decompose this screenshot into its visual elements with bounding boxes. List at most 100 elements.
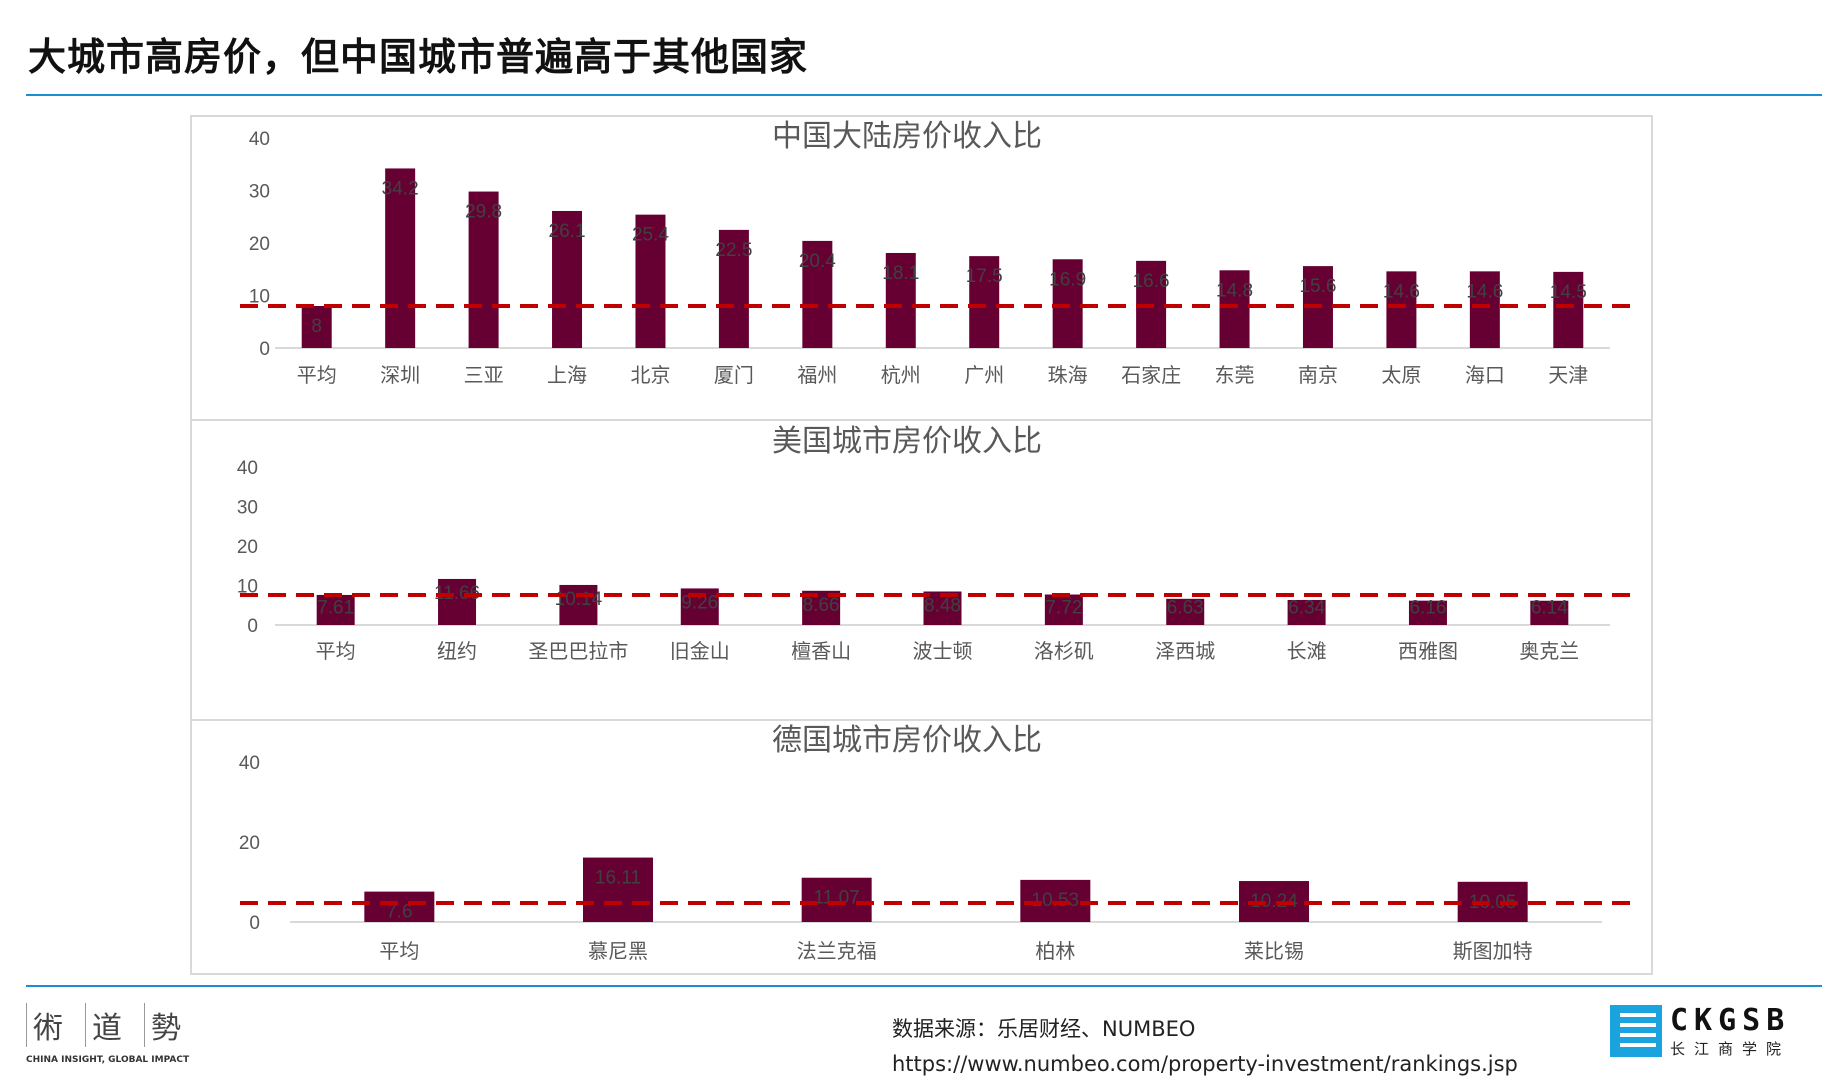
panel-divider <box>190 719 1653 721</box>
source-url[interactable]: https://www.numbeo.com/property-investme… <box>892 1052 1518 1076</box>
y-tick-label: 0 <box>259 339 270 360</box>
category-label: 泽西城 <box>1155 639 1215 663</box>
left-logo: 術 道 勢 CHINA INSIGHT, GLOBAL IMPACT <box>26 1003 206 1073</box>
data-label: 34.2 <box>382 178 419 199</box>
category-label: 石家庄 <box>1121 363 1181 387</box>
header-divider <box>26 94 1822 96</box>
category-label: 太原 <box>1381 363 1421 387</box>
chart-title: 美国城市房价收入比 <box>772 424 1042 459</box>
category-label: 长滩 <box>1287 639 1327 663</box>
data-label: 16.6 <box>1133 271 1170 292</box>
category-label: 东莞 <box>1215 363 1255 387</box>
category-label: 上海 <box>547 363 587 387</box>
ckgsb-mark-icon <box>1610 1005 1662 1057</box>
bar <box>438 578 477 625</box>
data-label: 16.11 <box>595 868 641 889</box>
data-label: 11.07 <box>814 888 860 909</box>
category-label: 杭州 <box>881 363 921 387</box>
logo-tagline: CHINA INSIGHT, GLOBAL IMPACT <box>26 1055 190 1065</box>
bar <box>385 168 416 348</box>
data-label: 25.4 <box>632 225 669 246</box>
bar <box>718 229 749 348</box>
category-label: 厦门 <box>714 363 754 387</box>
category-label: 平均 <box>297 363 337 387</box>
bar <box>468 191 499 348</box>
category-label: 旧金山 <box>670 639 730 663</box>
data-label: 17.5 <box>966 266 1003 287</box>
data-label: 20.4 <box>799 251 836 272</box>
panel-divider <box>190 419 1653 421</box>
category-label: 斯图加特 <box>1453 939 1533 963</box>
data-label: 10.14 <box>555 589 603 610</box>
y-tick-label: 30 <box>237 498 258 519</box>
bar <box>969 256 1000 348</box>
category-label: 深圳 <box>380 363 420 387</box>
bar <box>583 857 653 922</box>
category-label: 珠海 <box>1048 363 1088 387</box>
bar <box>1166 598 1205 625</box>
bar <box>301 306 332 348</box>
category-label: 檀香山 <box>791 639 851 663</box>
bar <box>1469 271 1500 348</box>
y-tick-label: 20 <box>249 234 270 255</box>
logo-char: 道 <box>85 1003 122 1047</box>
data-label: 6.16 <box>1409 597 1446 618</box>
data-label: 8.48 <box>924 596 961 617</box>
category-label: 平均 <box>379 939 419 963</box>
footer-divider <box>26 985 1822 987</box>
data-label: 7.6 <box>386 902 412 923</box>
y-tick-label: 40 <box>239 753 260 774</box>
bar <box>1044 594 1083 625</box>
data-label: 7.72 <box>1045 597 1082 618</box>
data-label: 10.53 <box>1032 890 1080 911</box>
logo-char: 術 <box>26 1003 63 1047</box>
bar <box>1020 879 1091 922</box>
data-label: 14.6 <box>1383 281 1420 302</box>
y-tick-label: 10 <box>237 577 258 598</box>
bar <box>885 252 916 348</box>
bar <box>1386 271 1417 348</box>
bar <box>559 584 598 625</box>
category-label: 南京 <box>1298 363 1338 387</box>
bar <box>1219 270 1250 348</box>
y-tick-label: 0 <box>247 616 258 637</box>
category-label: 波士顿 <box>913 639 973 663</box>
category-label: 莱比锡 <box>1244 939 1304 963</box>
bar <box>923 591 962 625</box>
category-label: 奥克兰 <box>1519 639 1579 663</box>
category-label: 海口 <box>1465 363 1505 387</box>
chart-title: 德国城市房价收入比 <box>772 723 1042 758</box>
bar <box>364 891 435 922</box>
category-label: 慕尼黑 <box>588 939 648 963</box>
category-label: 平均 <box>316 639 356 663</box>
category-label: 三亚 <box>464 363 504 387</box>
bar <box>1553 271 1584 348</box>
bar <box>801 877 872 922</box>
data-label: 6.63 <box>1167 597 1204 618</box>
data-label: 6.34 <box>1288 597 1325 618</box>
category-label: 天津 <box>1548 363 1588 387</box>
data-label: 8.66 <box>803 595 840 616</box>
chart-frame <box>190 115 1653 975</box>
y-tick-label: 20 <box>237 537 258 558</box>
data-label: 26.1 <box>549 221 586 242</box>
bar <box>1287 599 1326 625</box>
category-label: 法兰克福 <box>797 939 877 963</box>
data-label: 6.14 <box>1531 597 1568 618</box>
data-label: 22.5 <box>715 240 752 261</box>
category-label: 北京 <box>630 363 670 387</box>
category-label: 柏林 <box>1035 939 1075 963</box>
data-label: 10.05 <box>1469 892 1517 913</box>
bar <box>316 594 355 625</box>
data-label: 9.26 <box>681 592 718 613</box>
logo-subtitle: 长江商学院 <box>1670 1040 1791 1058</box>
data-label: 14.8 <box>1216 280 1253 301</box>
category-label: 纽约 <box>437 639 477 663</box>
data-label: 7.61 <box>317 597 354 618</box>
bar <box>802 240 833 348</box>
data-label: 8 <box>311 316 322 337</box>
bar <box>1530 600 1569 625</box>
y-tick-label: 20 <box>239 833 260 854</box>
data-label: 16.9 <box>1049 269 1086 290</box>
